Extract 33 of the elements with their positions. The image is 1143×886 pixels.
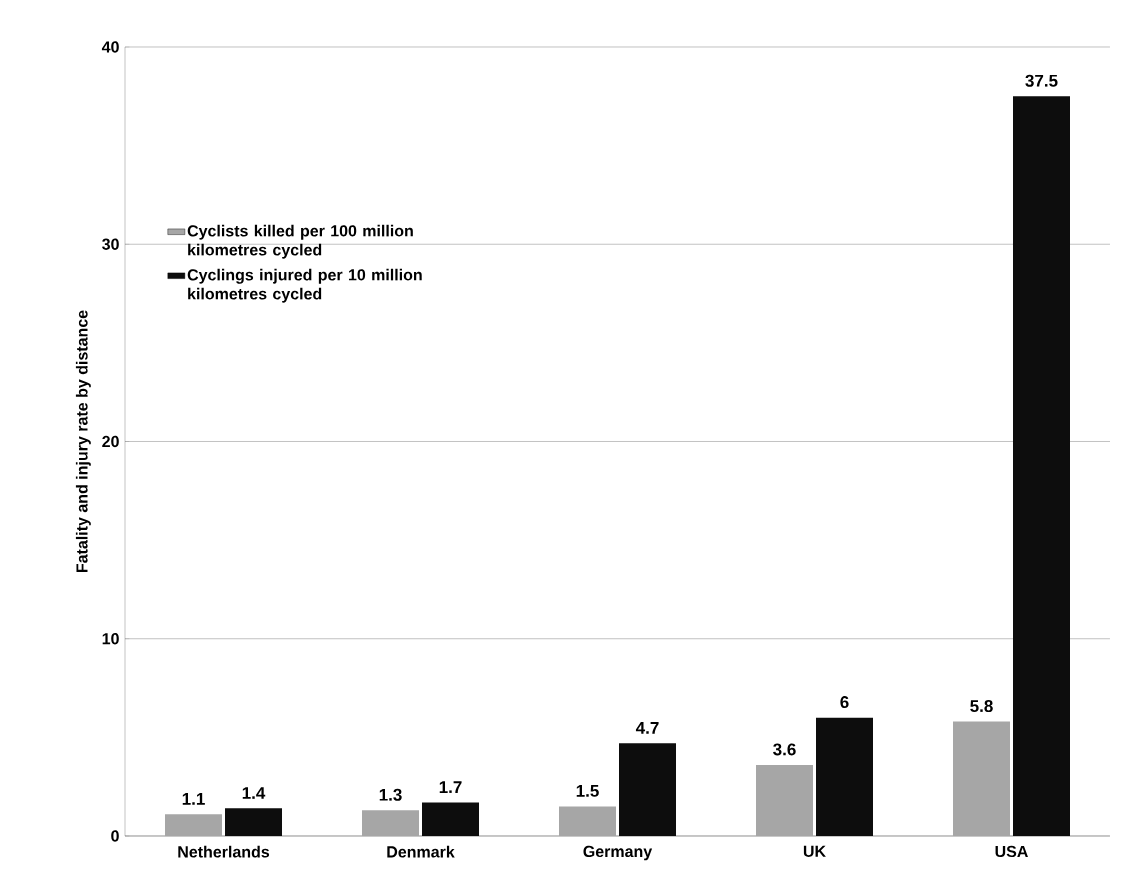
bar [953,721,1010,836]
data-label: 5.8 [970,700,993,713]
data-label: 4.7 [635,722,659,734]
legend-label: Cyclists killed per 100 million kilometres cycled [187,224,413,259]
legend-label: Cyclings injured per 10 million kilometres cycled [187,268,422,303]
x-tick-label: USA [995,845,1028,858]
y-tick-label: 10 [102,633,119,645]
bar [559,806,616,836]
y-axis-title: Fatality and injury rate by distance [75,310,91,573]
bar [362,810,420,836]
data-label: 1.5 [576,785,599,797]
y-tick-label: 0 [111,830,119,842]
data-label: 1.4 [242,787,266,799]
data-label: 3.6 [773,743,796,756]
x-tick-label: Denmark [387,845,455,858]
data-label: 37.5 [1025,74,1058,87]
bar [1013,96,1070,836]
y-tick-label: 40 [101,41,119,53]
y-tick-label: 30 [102,238,119,250]
x-tick-label: UK [803,845,826,857]
x-tick-label: Netherlands [178,845,270,858]
bar [756,764,813,836]
bar [816,717,873,836]
bar [619,743,676,836]
data-label: 1.1 [182,793,205,805]
bar [422,802,480,836]
bar [165,814,223,836]
x-tick-label: Germany [583,845,653,861]
bar [225,808,283,836]
data-label: 6 [840,696,849,709]
data-label: 1.3 [379,788,402,801]
data-label: 1.7 [439,781,462,793]
y-tick-label: 20 [102,435,119,448]
